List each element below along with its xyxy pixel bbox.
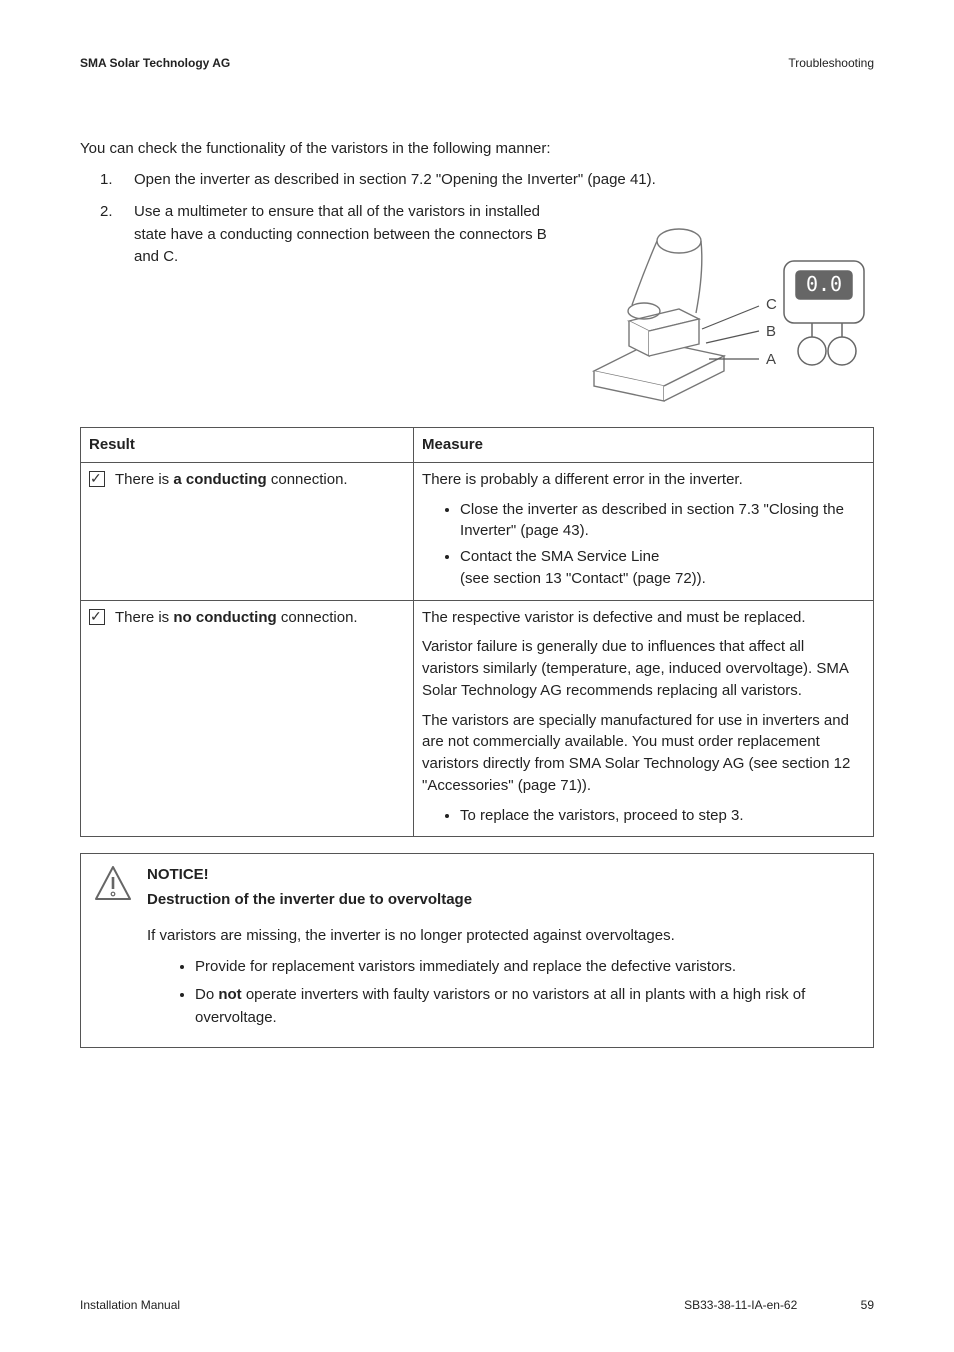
meter-display: 0.0: [806, 272, 842, 296]
result2-bold: no conducting: [173, 609, 276, 626]
notice-box: NOTICE! Destruction of the inverter due …: [80, 853, 874, 1048]
result-no-conducting-text: There is no conducting connection.: [115, 607, 358, 629]
measure2-bullet-replace: To replace the varistors, proceed to ste…: [460, 805, 865, 827]
measure1-text: There is probably a different error in t…: [422, 469, 865, 491]
notice-bullet-1: Provide for replacement varistors immedi…: [195, 956, 861, 979]
measure2-text2: Varistor failure is generally due to inf…: [422, 636, 865, 701]
measure2-text3: The varistors are specially manufactured…: [422, 710, 865, 797]
notice-subtitle: Destruction of the inverter due to overv…: [147, 889, 472, 912]
notice-triangle-icon: [93, 864, 133, 904]
measure1-bullets: Close the inverter as described in secti…: [422, 499, 865, 590]
steps-list: Open the inverter as described in sectio…: [80, 169, 874, 412]
footer-left: Installation Manual: [80, 1298, 180, 1312]
notice-body-text: If varistors are missing, the inverter i…: [147, 925, 861, 948]
result1-bold: a conducting: [173, 471, 266, 488]
footer-docid: SB33-38-11-IA-en-62: [684, 1298, 797, 1312]
footer-page-number: 59: [861, 1298, 874, 1312]
header-company: SMA Solar Technology AG: [80, 56, 230, 70]
figure-label-c: C: [766, 296, 777, 313]
checkbox-icon: [89, 609, 105, 625]
table-row-no-conducting: There is no conducting connection. The r…: [81, 600, 874, 837]
measure1-bullet-contact: Contact the SMA Service Line (see sectio…: [460, 546, 865, 590]
measure2-bullets: To replace the varistors, proceed to ste…: [422, 805, 865, 827]
header-section: Troubleshooting: [788, 56, 874, 70]
varistor-figure: 0.0: [574, 201, 874, 411]
page-footer: Installation Manual SB33-38-11-IA-en-62 …: [80, 1298, 874, 1312]
notice-b2-suffix: operate inverters with faulty varistors …: [195, 986, 805, 1026]
result-conducting-text: There is a conducting connection.: [115, 469, 348, 491]
result1-suffix: connection.: [267, 471, 348, 488]
notice-b2-prefix: Do: [195, 986, 218, 1003]
page: SMA Solar Technology AG Troubleshooting …: [0, 0, 954, 1352]
figure-label-a: A: [766, 351, 776, 368]
contact-line2: (see section 13 "Contact" (page 72)).: [460, 570, 706, 587]
figure-label-b: B: [766, 323, 776, 340]
notice-bullet-2: Do not operate inverters with faulty var…: [195, 984, 861, 1029]
step-2: Use a multimeter to ensure that all of t…: [134, 201, 874, 411]
notice-b2-bold: not: [218, 986, 241, 1003]
measure1-bullet-close: Close the inverter as described in secti…: [460, 499, 865, 543]
measure2-text1: The respective varistor is defective and…: [422, 607, 865, 629]
table-row-conducting: There is a conducting connection. There …: [81, 462, 874, 600]
header-measure: Measure: [414, 428, 874, 463]
page-header: SMA Solar Technology AG Troubleshooting: [80, 56, 874, 70]
result-table: Result Measure There is a conducting con…: [80, 427, 874, 837]
contact-line1: Contact the SMA Service Line: [460, 548, 659, 565]
table-header-row: Result Measure: [81, 428, 874, 463]
result1-prefix: There is: [115, 471, 173, 488]
notice-body: If varistors are missing, the inverter i…: [147, 925, 861, 1029]
step-1-text: Open the inverter as described in sectio…: [134, 171, 656, 188]
result2-prefix: There is: [115, 609, 173, 626]
intro-text: You can check the functionality of the v…: [80, 138, 874, 161]
step-2-text: Use a multimeter to ensure that all of t…: [134, 201, 550, 269]
checkbox-icon: [89, 471, 105, 487]
step-1: Open the inverter as described in sectio…: [134, 169, 874, 192]
notice-title: NOTICE!: [147, 864, 472, 887]
header-result: Result: [81, 428, 414, 463]
result2-suffix: connection.: [277, 609, 358, 626]
